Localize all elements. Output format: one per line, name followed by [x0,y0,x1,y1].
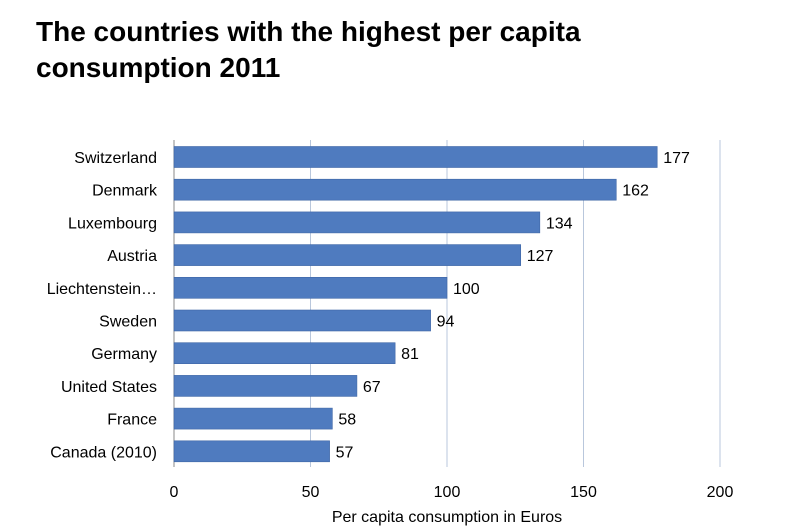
x-tick-label: 50 [302,484,320,501]
x-tick-label: 200 [707,484,734,501]
bar [173,440,330,463]
x-tick-labels: 0 50 100 150 200 [170,484,734,501]
data-label: 100 [453,281,480,298]
category-label: Switzerland [74,150,157,167]
data-label: 177 [663,150,690,167]
category-label: France [107,412,157,429]
x-tick-label: 150 [570,484,597,501]
bar [173,407,333,430]
data-label: 81 [401,346,419,363]
data-label: 57 [336,444,354,461]
category-label: Germany [91,346,157,363]
chart-title: The countries with the highest per capit… [36,16,581,83]
x-tick-label: 0 [170,484,179,501]
data-label: 94 [437,314,455,331]
data-labels: 177 162 134 127 100 94 81 67 58 57 [336,150,690,461]
bar [173,211,541,234]
data-label: 58 [338,412,356,429]
category-labels: Switzerland Denmark Luxembourg Austria Liech… [47,150,158,461]
bar [173,244,522,266]
bar [173,276,448,299]
x-tick-label: 100 [434,484,461,501]
data-label: 67 [363,379,381,396]
category-label: Canada (2010) [50,444,157,461]
category-label: United States [61,379,157,396]
data-label: 127 [527,248,554,265]
bar [173,309,431,332]
bar [173,342,396,365]
bar [173,146,658,168]
data-label: 134 [546,215,573,232]
category-label: Liechtenstein… [47,281,157,298]
bar [173,178,617,201]
category-label: Denmark [92,183,158,200]
category-label: Sweden [99,314,157,331]
bars [173,146,658,463]
bar [173,375,358,397]
category-label: Luxembourg [68,215,157,232]
category-label: Austria [107,248,157,265]
data-label: 162 [622,183,649,200]
x-axis-label: Per capita consumption in Euros [332,509,562,526]
